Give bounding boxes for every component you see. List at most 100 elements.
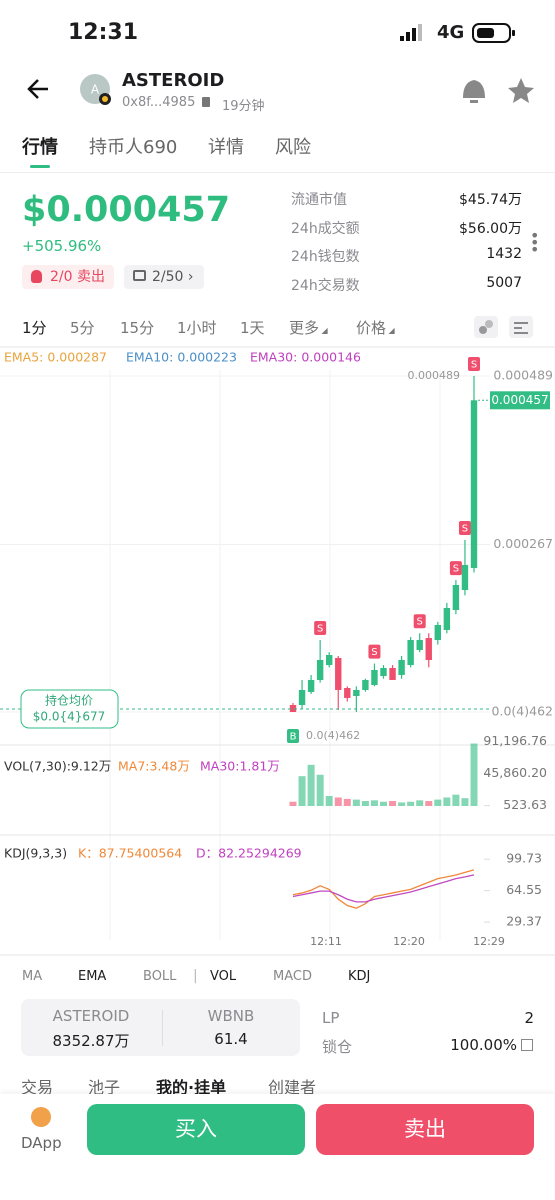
volume-bar xyxy=(352,799,360,806)
status-icons xyxy=(400,23,515,43)
stat-label: 24h钱包数 xyxy=(291,249,360,265)
kdj-line xyxy=(292,874,475,903)
dropdown-caret: ◢ xyxy=(386,326,395,335)
interval[interactable]: 价格 ◢ xyxy=(356,319,395,337)
stat-value: $56.00万 xyxy=(459,220,522,237)
indicator[interactable]: BOLL xyxy=(143,969,177,984)
trade-marker-bg xyxy=(314,620,327,635)
tab-indicator xyxy=(30,165,50,168)
candle-body xyxy=(298,689,306,706)
indicator[interactable]: EMA xyxy=(78,969,107,984)
stat-value: 1432 xyxy=(486,246,522,262)
candle-body xyxy=(407,639,414,666)
stat-label: 流通市值 xyxy=(291,192,347,208)
buy-button[interactable]: 买入 xyxy=(87,1104,305,1155)
status-time: 12:31 xyxy=(68,20,139,45)
volume-bar xyxy=(307,764,315,806)
tool-icons xyxy=(474,316,533,338)
rank-badge[interactable]: 2/50 › xyxy=(124,265,204,289)
candle-body xyxy=(470,400,478,568)
candle-body xyxy=(371,669,378,685)
dropdown-caret: ◢ xyxy=(319,326,328,335)
trade-marker: S xyxy=(371,647,377,658)
sell-button[interactable]: 卖出 xyxy=(316,1104,534,1155)
trade-marker: S xyxy=(317,623,323,634)
candle-body xyxy=(461,564,469,590)
volume-bar xyxy=(452,794,460,806)
volume-bar xyxy=(398,802,406,806)
candle-body xyxy=(335,657,342,690)
trade-marker-bg xyxy=(287,728,299,743)
sub-tab[interactable]: 交易 xyxy=(21,1078,54,1097)
sub-tab[interactable]: 创建者 xyxy=(268,1078,317,1097)
interval[interactable]: 更多 ◢ xyxy=(289,319,328,337)
y-tick-label: 0.0(4)462 xyxy=(492,703,553,718)
interval[interactable]: 5分 xyxy=(70,319,95,337)
vol-header: MA7:3.48万 xyxy=(118,759,190,774)
pool-divider xyxy=(162,1010,163,1046)
current-price-label: 0.000457 xyxy=(491,393,548,407)
interval[interactable]: 15分 xyxy=(120,319,155,337)
price: $0.000457 xyxy=(22,190,231,230)
volume-bar xyxy=(361,801,369,806)
volume-bar xyxy=(416,800,424,806)
pool-token: ASTEROID xyxy=(52,1007,130,1025)
kdj-header: K：87.75400564 xyxy=(78,846,182,861)
volume-bar xyxy=(289,801,297,806)
candle-body xyxy=(316,660,324,680)
lock-value: 100.00% xyxy=(450,1036,517,1054)
trade-marker-bg xyxy=(368,644,381,659)
candle-body xyxy=(380,667,387,677)
interval[interactable]: 1分 xyxy=(22,319,47,337)
tab[interactable]: 风险 xyxy=(275,137,311,158)
dapp-icon[interactable] xyxy=(31,1107,51,1127)
crown-icon xyxy=(133,270,146,281)
trade-marker: S xyxy=(453,564,459,575)
star[interactable] xyxy=(508,78,534,103)
tab[interactable]: 持币人690 xyxy=(89,137,178,158)
volume-bar xyxy=(380,801,387,806)
lock-label: 锁仓 xyxy=(322,1038,353,1056)
kdj-tick-label: 64.55 xyxy=(506,882,542,897)
time-label: 12:20 xyxy=(393,935,425,948)
indicator[interactable]: MACD xyxy=(273,969,312,984)
volume-bar xyxy=(370,800,378,806)
ema-label: EMA10: 0.000223 xyxy=(126,350,237,365)
ema-label: EMA30: 0.000146 xyxy=(250,350,361,365)
candle-body xyxy=(434,624,441,640)
candle-body xyxy=(443,607,451,630)
candle-body xyxy=(389,667,396,680)
avg-price-label: $0.0{4}677 xyxy=(33,710,106,724)
link-icon[interactable] xyxy=(521,1039,533,1051)
tab[interactable]: 行情 xyxy=(22,137,58,158)
interval[interactable]: 1天 xyxy=(240,319,265,337)
avg-price-box xyxy=(20,689,119,729)
network: 4G xyxy=(437,22,465,43)
candle-body xyxy=(307,679,315,692)
volume-bar xyxy=(434,799,442,806)
dapp-label[interactable]: DApp xyxy=(21,1134,62,1152)
pool-box xyxy=(21,999,300,1056)
trade-marker: S xyxy=(471,360,477,371)
indicator[interactable]: VOL xyxy=(210,969,237,984)
current-price-tag xyxy=(490,391,550,410)
tab[interactable]: 详情 xyxy=(208,137,244,158)
bell[interactable] xyxy=(463,80,485,103)
sub-tab[interactable]: 池子 xyxy=(88,1078,121,1097)
interval[interactable]: 1小时 xyxy=(177,319,217,337)
more-dots[interactable]: • • • xyxy=(530,226,540,259)
stat-label: 24h交易数 xyxy=(291,277,360,294)
volume-bar xyxy=(298,776,306,806)
token-address[interactable]: 0x8f...4985 xyxy=(122,95,196,110)
indicator[interactable]: MA xyxy=(22,969,43,984)
token-name: ASTEROID xyxy=(122,70,225,91)
vol-tick-label: 45,860.20 xyxy=(483,765,547,780)
indicator[interactable]: KDJ xyxy=(348,969,371,984)
header-icons: A xyxy=(27,74,534,107)
trade-marker-bg xyxy=(449,561,462,576)
bag-icon xyxy=(31,270,42,283)
sub-tab[interactable]: 我的·挂单 xyxy=(156,1078,227,1097)
back-button[interactable] xyxy=(27,79,48,99)
volume-bar xyxy=(407,801,415,806)
